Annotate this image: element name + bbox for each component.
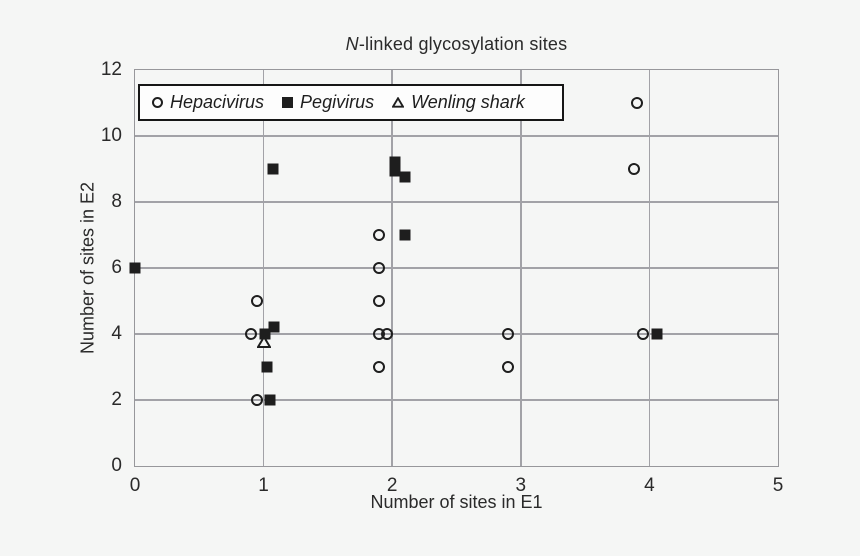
hepacivirus-point — [373, 295, 386, 307]
y-gridline — [135, 399, 778, 401]
hepacivirus-point — [630, 97, 643, 109]
hepacivirus-point — [636, 328, 649, 340]
legend-item-hepacivirus: Hepacivirus — [152, 92, 264, 113]
x-tick-label: 5 — [772, 475, 784, 496]
hepacivirus-point — [627, 163, 640, 175]
x-tick-label: 4 — [644, 475, 655, 496]
y-gridline — [135, 333, 778, 335]
x-tick-label: 3 — [515, 475, 527, 496]
pegivirus-point — [261, 361, 273, 373]
hepacivirus-point — [373, 262, 386, 274]
open-triangle-icon — [391, 96, 405, 108]
y-tick-label: 10 — [100, 125, 122, 146]
x-axis-title: Number of sites in E1 — [370, 492, 543, 512]
y-tick-label: 0 — [111, 455, 122, 476]
pegivirus-point — [389, 156, 401, 168]
pegivirus-point — [268, 321, 280, 333]
chart-title: N-linked glycosylation sites — [135, 34, 778, 55]
y-tick-label: 2 — [111, 389, 122, 410]
pegivirus-point — [399, 229, 411, 241]
filled-square-icon — [282, 97, 294, 108]
chart-title-italic-prefix: N — [345, 34, 359, 54]
y-tick-label: 8 — [111, 191, 122, 212]
hepacivirus-point — [251, 295, 264, 307]
hepacivirus-point — [381, 328, 394, 340]
pegivirus-point — [399, 171, 411, 183]
pegivirus-point — [264, 394, 276, 406]
legend-label: Hepacivirus — [170, 92, 265, 112]
y-tick-label: 12 — [100, 59, 122, 80]
pegivirus-point — [267, 163, 279, 175]
x-tick-label: 2 — [386, 475, 398, 496]
legend-item-wenling-shark: Wenling shark — [391, 92, 525, 113]
legend-label: Pegivirus — [300, 92, 375, 112]
pegivirus-point — [129, 262, 141, 274]
hepacivirus-point — [244, 328, 257, 340]
x-tick-label: 0 — [129, 475, 141, 496]
pegivirus-point — [389, 165, 401, 177]
legend-label: Wenling shark — [411, 92, 525, 112]
y-tick-label: 6 — [111, 257, 122, 278]
hepacivirus-point — [373, 229, 386, 241]
y-tick-label: 4 — [111, 323, 122, 344]
x-tick-label: 1 — [258, 475, 269, 496]
wenling-shark-point — [255, 335, 272, 349]
y-gridline — [135, 135, 778, 137]
y-gridline — [135, 201, 778, 203]
open-circle-icon — [152, 97, 163, 108]
hepacivirus-point — [251, 394, 264, 406]
pegivirus-point — [651, 328, 663, 340]
chart-title-rest: -linked glycosylation sites — [358, 34, 568, 54]
pegivirus-point — [259, 328, 271, 340]
hepacivirus-point — [501, 328, 514, 340]
y-gridline — [135, 267, 778, 269]
hepacivirus-point — [373, 361, 386, 373]
legend-item-pegivirus: Pegivirus — [282, 92, 374, 113]
hepacivirus-point — [501, 361, 514, 373]
legend: Hepacivirus Pegivirus Wenling shark — [138, 84, 564, 121]
